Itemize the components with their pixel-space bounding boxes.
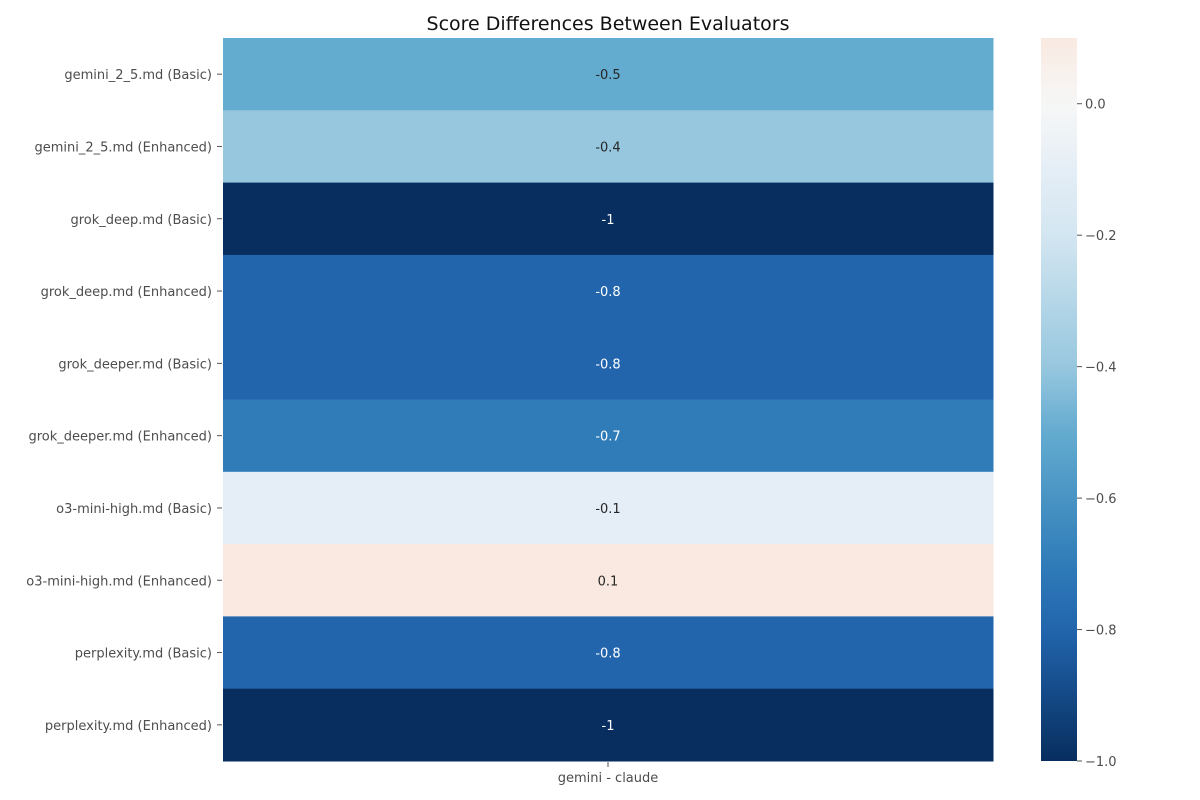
colorbar-tick-label: −0.6 (1085, 492, 1117, 507)
colorbar-gradient (1041, 38, 1077, 761)
heatmap-cell (223, 110, 994, 184)
heatmap-cell (223, 616, 994, 690)
row-label: o3-mini-high.md (Basic) (56, 502, 212, 517)
row-label: perplexity.md (Basic) (75, 647, 212, 662)
heatmap-cell (223, 688, 994, 762)
colorbar: 0.0 −0.2 −0.4 −0.6 −0.8 −1.0 (1041, 38, 1117, 770)
cell-annotation: -0.1 (595, 502, 620, 517)
cell-annotation: -0.5 (595, 68, 620, 83)
cell-annotation: -0.8 (595, 357, 620, 372)
row-label: grok_deep.md (Basic) (70, 213, 212, 228)
heatmap-cell (223, 399, 994, 473)
heatmap-cell (223, 327, 994, 400)
heatmap-cell (223, 254, 994, 328)
colorbar-tick-label: −1.0 (1085, 755, 1117, 770)
colorbar-tick-label: −0.4 (1085, 361, 1117, 376)
cell-annotation: -0.8 (595, 285, 620, 300)
row-label: perplexity.md (Enhanced) (45, 719, 212, 734)
row-label: grok_deep.md (Enhanced) (41, 285, 212, 300)
heatmap-cell (223, 182, 994, 256)
cell-annotation: -1 (602, 213, 615, 228)
colorbar-tick-label: −0.2 (1085, 229, 1117, 244)
row-label: gemini_2_5.md (Enhanced) (34, 140, 212, 155)
row-label: grok_deeper.md (Enhanced) (28, 430, 212, 445)
row-labels: gemini_2_5.md (Basic) gemini_2_5.md (Enha… (26, 68, 222, 734)
cell-annotation: -1 (602, 719, 615, 734)
chart-title: Score Differences Between Evaluators (427, 13, 790, 35)
cell-annotation: 0.1 (598, 574, 619, 589)
heatmap-cells: -0.5 -0.4 -1 -0.8 -0.8 -0.7 -0.1 0.1 -0.8 -1 (223, 38, 994, 762)
colorbar-tick-label: −0.8 (1085, 624, 1117, 639)
row-label: o3-mini-high.md (Enhanced) (26, 574, 212, 589)
heatmap-cell (223, 544, 994, 617)
cell-annotation: -0.7 (595, 430, 620, 445)
column-label: gemini - claude (558, 771, 659, 786)
colorbar-tick-label: 0.0 (1085, 98, 1106, 113)
heatmap-cell (223, 471, 994, 545)
cell-annotation: -0.8 (595, 647, 620, 662)
column-labels: gemini - claude (558, 762, 659, 786)
heatmap-cell (223, 38, 994, 111)
row-label: gemini_2_5.md (Basic) (64, 68, 212, 83)
cell-annotation: -0.4 (595, 140, 620, 155)
row-label: grok_deeper.md (Basic) (58, 357, 212, 372)
